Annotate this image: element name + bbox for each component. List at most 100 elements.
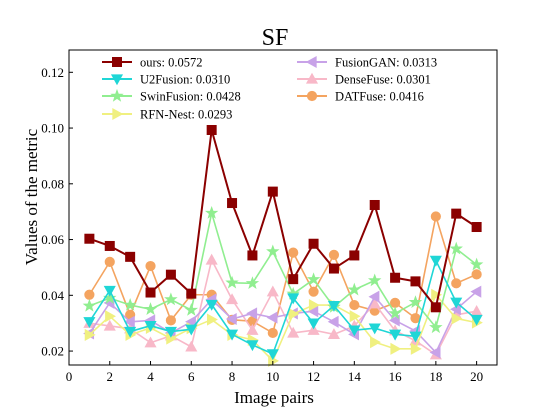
y-tick-label: 0.10 [41, 121, 64, 136]
data-point [469, 257, 484, 271]
data-point [165, 315, 177, 326]
legend: ours: 0.0572 U2Fusion: 0.0310 SwinFusion: … [102, 56, 437, 122]
data-point [470, 314, 483, 326]
data-point [266, 244, 280, 258]
data-point [470, 304, 483, 316]
data-point [247, 250, 258, 261]
data-point [349, 250, 360, 261]
data-point [205, 299, 218, 311]
data-point [288, 307, 300, 321]
data-point [451, 312, 463, 325]
data-point [308, 238, 319, 249]
y-axis: 0.02 0.04 0.06 0.08 0.10 0.12 [41, 65, 73, 359]
legend-label: DenseFuse: 0.0301 [335, 73, 431, 87]
x-axis: 0 2 4 6 8 10 12 14 16 18 20 [66, 361, 483, 384]
legend-entry: DenseFuse: 0.0301 [297, 73, 431, 87]
data-point [327, 315, 339, 328]
series-layer [82, 125, 484, 367]
y-tick-label: 0.02 [41, 344, 64, 359]
legend-entry: FusionGAN: 0.0313 [297, 56, 437, 70]
legend-marker [112, 57, 122, 67]
chart-title: SF [262, 25, 289, 51]
x-tick-label: 2 [107, 369, 114, 384]
data-point [225, 312, 237, 326]
series-line [89, 259, 477, 356]
x-tick-label: 8 [229, 369, 236, 384]
data-point [105, 310, 116, 323]
data-point [82, 298, 97, 312]
data-point [348, 325, 361, 337]
data-point [184, 303, 199, 316]
x-tick-label: 4 [147, 369, 154, 384]
data-point [145, 287, 156, 298]
series-5 [83, 253, 483, 360]
data-point [389, 297, 401, 308]
data-point [287, 326, 300, 338]
data-point [390, 272, 401, 283]
data-point [185, 315, 196, 328]
data-point [205, 253, 218, 265]
data-point [307, 318, 320, 330]
data-point [307, 323, 320, 335]
y-tick-label: 0.12 [41, 65, 64, 80]
y-axis-label: Values of the metric [22, 128, 41, 265]
legend-marker [306, 90, 318, 102]
data-point [449, 241, 463, 255]
data-point [103, 285, 116, 297]
legend-marker [110, 88, 124, 102]
data-point [368, 290, 380, 303]
data-point [429, 346, 441, 359]
data-point [103, 319, 116, 331]
series-2 [82, 206, 484, 334]
data-point [207, 313, 218, 326]
data-point [144, 321, 157, 332]
data-point [429, 255, 442, 267]
data-point [450, 297, 463, 309]
data-point [246, 340, 259, 352]
data-point [287, 293, 300, 305]
y-tick-label: 0.08 [41, 176, 64, 191]
data-point [164, 292, 178, 306]
legend-label: ours: 0.0572 [140, 56, 203, 70]
axis-frame [68, 49, 498, 366]
data-point [225, 275, 239, 289]
data-point [408, 295, 423, 309]
data-point [143, 302, 158, 315]
data-point [266, 285, 279, 297]
data-point [288, 274, 299, 285]
legend-entry: RFN-Nest: 0.0293 [102, 108, 232, 122]
x-tick-label: 20 [470, 369, 483, 384]
x-tick-label: 18 [429, 369, 442, 384]
data-point [83, 317, 96, 329]
data-point [267, 186, 278, 197]
data-point [388, 306, 402, 320]
data-point [267, 327, 278, 339]
data-point [246, 307, 258, 320]
series-6 [84, 211, 482, 339]
data-point [349, 310, 361, 323]
data-point [388, 314, 400, 327]
data-point [164, 326, 177, 338]
data-point [410, 276, 421, 287]
data-point [123, 315, 135, 328]
legend-label: U2Fusion: 0.0310 [140, 73, 230, 87]
x-tick-label: 0 [66, 369, 73, 384]
data-point [471, 222, 482, 233]
x-tick-label: 16 [389, 369, 403, 384]
data-point [245, 276, 260, 290]
data-point [306, 272, 321, 286]
axes-box [68, 49, 498, 366]
data-point [124, 326, 137, 338]
data-point [369, 199, 380, 210]
data-point [84, 289, 95, 300]
data-point [389, 329, 402, 341]
data-point [410, 342, 422, 355]
legend-entry: ours: 0.0572 [102, 56, 203, 70]
data-point [266, 349, 279, 361]
data-point [185, 340, 198, 352]
data-point [308, 286, 319, 297]
legend-entry: U2Fusion: 0.0310 [102, 73, 230, 87]
data-point [84, 328, 96, 341]
legend-label: SwinFusion: 0.0428 [140, 90, 241, 104]
